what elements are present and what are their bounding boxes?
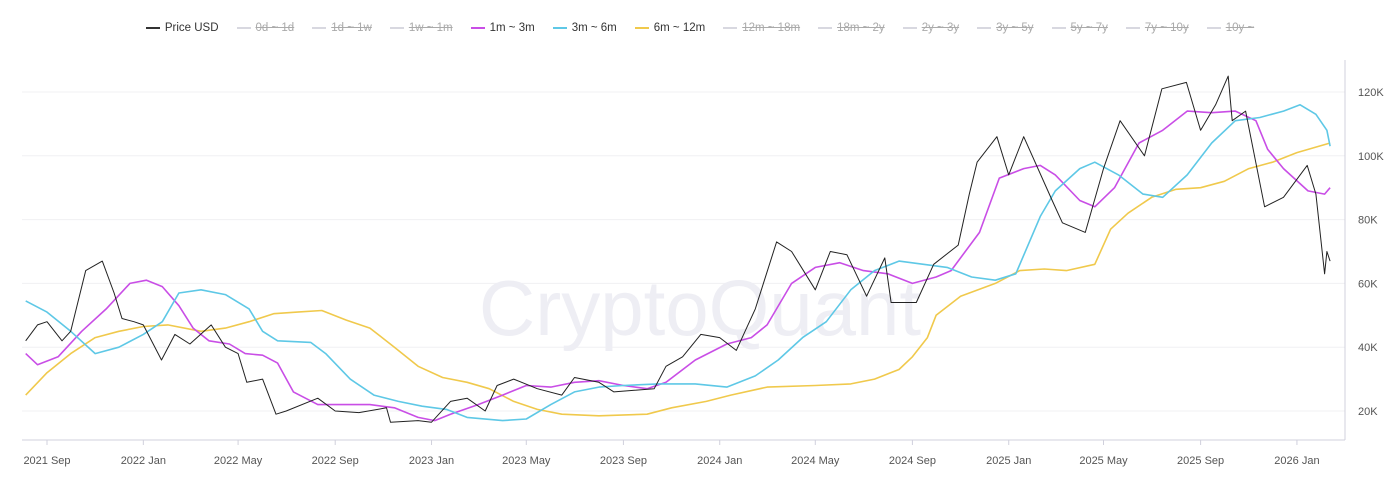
legend-swatch — [1206, 27, 1221, 29]
legend-label: 12m ~ 18m — [742, 22, 801, 34]
series-line-3m-6m — [25, 104, 1331, 422]
x-tick-label: 2025 Sep — [1177, 455, 1224, 467]
y-tick-label: 60K — [1358, 278, 1378, 290]
legend-item[interactable]: 0d ~ 1d — [236, 22, 295, 34]
x-tick-label: 2024 Jan — [697, 455, 742, 467]
legend-swatch — [470, 27, 485, 29]
legend-swatch — [389, 27, 404, 29]
legend-label: 1d ~ 1w — [331, 22, 372, 34]
x-tick-label: 2022 Sep — [312, 455, 359, 467]
legend-item[interactable]: 5y ~ 7y — [1051, 22, 1108, 34]
legend-label: 0d ~ 1d — [255, 22, 295, 34]
legend-label: 1m ~ 3m — [489, 22, 535, 34]
legend-swatch — [236, 27, 251, 29]
y-tick-label: 120K — [1358, 87, 1384, 99]
legend-item[interactable]: 12m ~ 18m — [723, 22, 800, 34]
legend-item[interactable]: 10y ~ — [1206, 22, 1255, 34]
legend-swatch — [634, 27, 649, 29]
x-tick-label: 2024 Sep — [889, 455, 936, 467]
x-tick-label: 2023 Jan — [409, 455, 454, 467]
series-line-price-usd — [25, 75, 1331, 423]
legend-item[interactable]: 18m ~ 2y — [818, 22, 885, 34]
legend-label: Price USD — [164, 22, 219, 34]
legend-swatch — [312, 27, 327, 29]
legend-item[interactable]: 1w ~ 1m — [389, 22, 453, 34]
x-tick-label: 2022 Jan — [121, 455, 166, 467]
y-tick-label: 80K — [1358, 215, 1378, 227]
legend-swatch — [977, 27, 992, 29]
legend-item[interactable]: 6m ~ 12m — [634, 22, 706, 34]
x-tick-label: 2025 May — [1079, 455, 1128, 467]
legend-label: 6m ~ 12m — [653, 22, 706, 34]
x-tick-label: 2021 Sep — [23, 455, 70, 467]
watermark: CryptoQuant — [479, 264, 922, 352]
legend-label: 2y ~ 3y — [921, 22, 960, 34]
legend-swatch — [1125, 27, 1140, 29]
legend-item[interactable]: 7y ~ 10y — [1125, 22, 1189, 34]
legend-item[interactable]: 1d ~ 1w — [312, 22, 372, 34]
legend-item[interactable]: Price USD — [145, 22, 219, 34]
legend-label: 3m ~ 6m — [571, 22, 617, 34]
x-tick-label: 2023 Sep — [600, 455, 647, 467]
legend: Price USD 0d ~ 1d 1d ~ 1w 1w ~ 1m 1m ~ 3m 3m … — [0, 22, 1400, 34]
x-tick-label: 2025 Jan — [986, 455, 1031, 467]
legend-label: 10y ~ — [1225, 22, 1255, 34]
series-line-1m-3m — [25, 110, 1331, 422]
legend-item[interactable]: 3m ~ 6m — [552, 22, 617, 34]
legend-label: 3y ~ 5y — [996, 22, 1034, 34]
legend-swatch — [902, 27, 917, 29]
legend-swatch — [1051, 27, 1066, 29]
legend-label: 18m ~ 2y — [837, 22, 885, 34]
legend-swatch — [723, 27, 738, 29]
legend-label: 1w ~ 1m — [408, 22, 453, 34]
y-tick-label: 20K — [1358, 406, 1378, 418]
legend-swatch — [552, 27, 567, 29]
legend-swatch — [145, 27, 160, 29]
y-tick-label: 100K — [1358, 151, 1384, 163]
x-tick-label: 2026 Jan — [1274, 455, 1319, 467]
series-line-6m-12m — [25, 142, 1331, 417]
y-tick-label: 40K — [1358, 342, 1378, 354]
x-tick-label: 2023 May — [502, 455, 551, 467]
legend-item[interactable]: 2y ~ 3y — [902, 22, 960, 34]
x-tick-label: 2022 May — [214, 455, 263, 467]
legend-swatch — [818, 27, 833, 29]
legend-label: 7y ~ 10y — [1144, 22, 1189, 34]
legend-item[interactable]: 3y ~ 5y — [977, 22, 1034, 34]
legend-item[interactable]: 1m ~ 3m — [470, 22, 535, 34]
legend-label: 5y ~ 7y — [1070, 22, 1108, 34]
x-tick-label: 2024 May — [791, 455, 840, 467]
